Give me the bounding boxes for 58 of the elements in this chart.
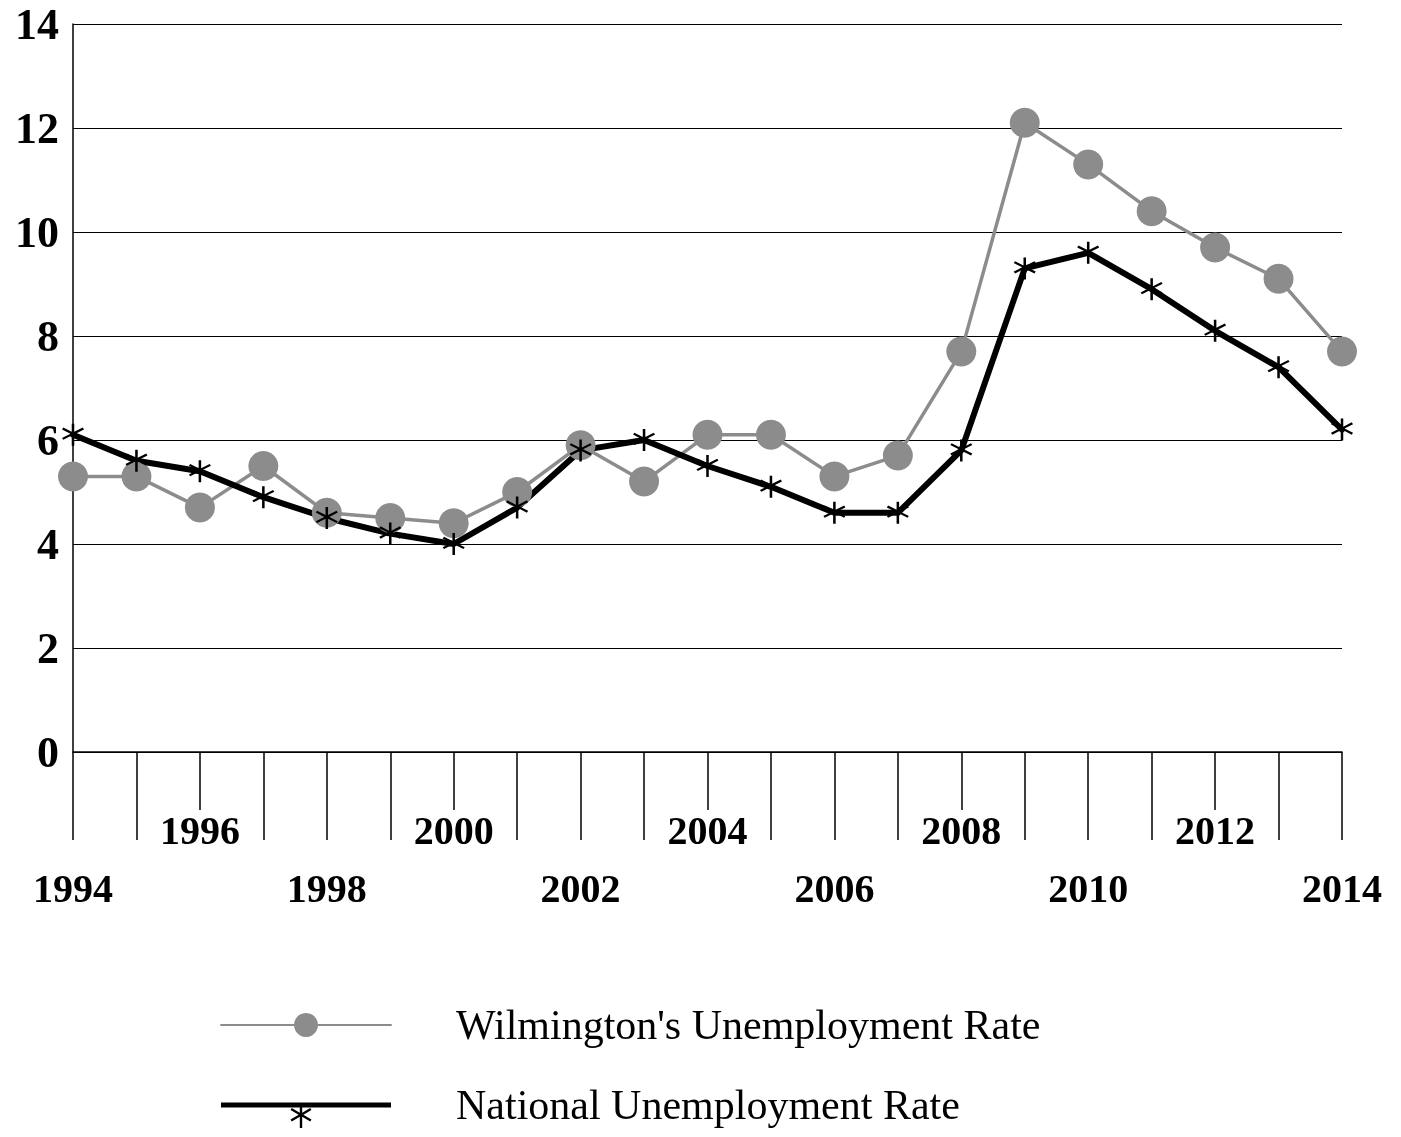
x-tick-label: 2012 (1175, 807, 1256, 853)
point (1327, 336, 1357, 367)
legend-label: National Unemployment Rate (456, 1082, 960, 1128)
point (882, 440, 913, 471)
y-tick-label: 10 (15, 207, 59, 257)
x-tick-label: 2014 (1302, 865, 1382, 911)
x-tick-label: 2010 (1048, 865, 1129, 911)
y-tick-label: 6 (37, 415, 59, 465)
point (252, 486, 275, 509)
point (438, 508, 469, 539)
x-tick-label: 2004 (667, 807, 748, 853)
point (248, 451, 279, 481)
point (58, 461, 88, 492)
x-tick-label: 1996 (159, 807, 240, 853)
point (506, 496, 529, 519)
point (696, 455, 719, 477)
x-tick-label: 2000 (413, 807, 494, 853)
point (633, 429, 656, 451)
point (886, 501, 909, 524)
point (125, 449, 148, 472)
y-tick-label: 4 (37, 519, 59, 569)
x-tick-label: 1998 (286, 865, 367, 911)
point (502, 477, 533, 507)
y-tick-label: 0 (37, 727, 59, 777)
point (188, 460, 211, 483)
point (755, 419, 786, 450)
point (946, 336, 977, 367)
point (379, 522, 402, 545)
x-tick-label: 1994 (33, 865, 113, 911)
y-tick-label: 8 (37, 311, 59, 361)
point (442, 533, 465, 555)
point (1009, 107, 1040, 138)
y-tick-label: 2 (37, 623, 59, 673)
point (692, 419, 723, 450)
y-tick-label: 14 (15, 0, 59, 49)
point (121, 461, 152, 492)
point (950, 439, 973, 462)
point (1136, 196, 1167, 227)
point (62, 423, 84, 446)
legend-label: Wilmington's Unemployment Rate (456, 1002, 1041, 1048)
point (1263, 263, 1294, 294)
x-tick-label: 2008 (921, 807, 1002, 853)
point (184, 492, 215, 523)
point (1077, 241, 1100, 264)
x-tick-label: 2006 (794, 865, 875, 911)
point (823, 501, 846, 524)
point (629, 466, 660, 497)
point (1140, 278, 1163, 301)
x-tick-label: 2002 (540, 865, 621, 911)
y-tick-label: 12 (15, 103, 59, 153)
point (1331, 418, 1353, 441)
point (1204, 319, 1227, 342)
point (819, 461, 850, 492)
point (1013, 257, 1036, 280)
point (1267, 356, 1290, 379)
point (1073, 149, 1104, 180)
point (1200, 232, 1231, 263)
point (759, 475, 782, 498)
